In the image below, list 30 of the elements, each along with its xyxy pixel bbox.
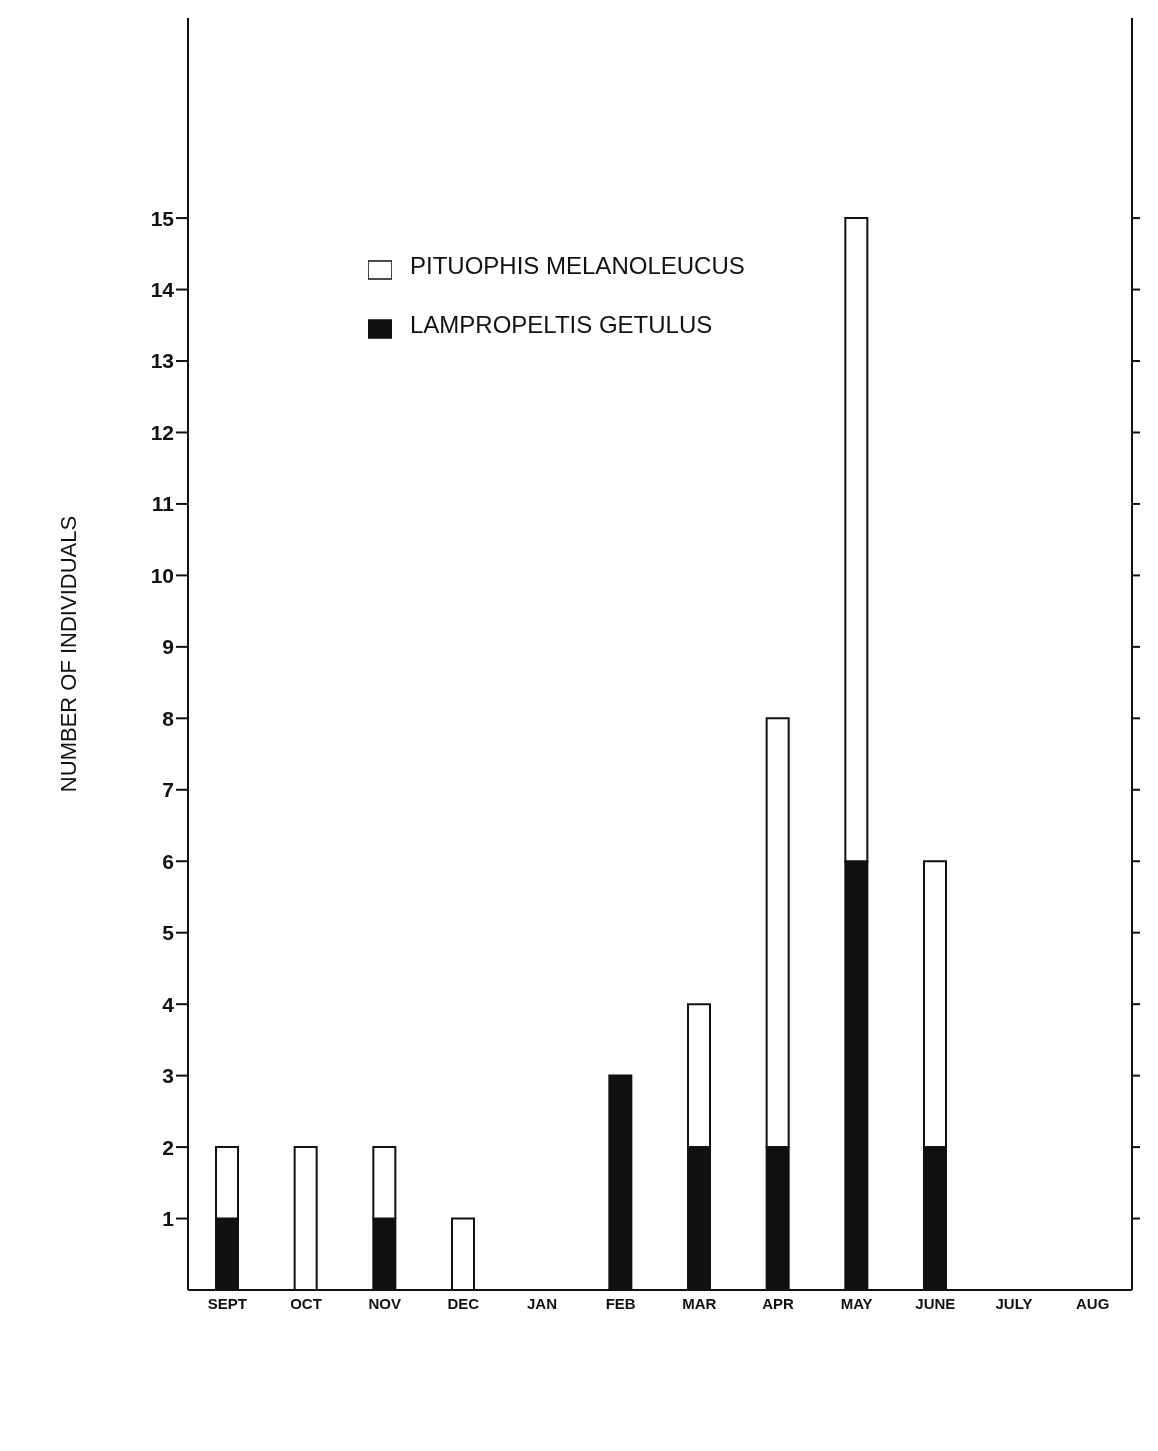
x-tick-label: JAN [526,1294,558,1312]
y-tick-label: 13 [150,349,174,373]
y-tick-label: 15 [150,206,175,230]
y-tick-label: 4 [162,992,175,1016]
y-tick-label: 1 [162,1206,175,1230]
x-tick-label: MAR [682,1294,717,1312]
x-tick-label: FEB [605,1294,636,1312]
y-tick-label: 5 [162,921,175,945]
y-tick-label: 2 [162,1135,174,1159]
x-tick-label: NOV [368,1294,401,1312]
y-tick-label: 11 [151,492,175,516]
y-tick-label: 7 [162,778,174,802]
x-tick-label: MAY [840,1294,873,1312]
x-tick-label: JUNE [915,1294,956,1312]
x-tick-label: JULY [995,1294,1033,1312]
y-tick-label: 8 [162,706,175,730]
y-tick-label: 10 [150,563,174,587]
x-tick-label: OCT [290,1294,322,1312]
x-tick-label: APR [762,1294,794,1312]
legend-label: LAMPROPELTIS GETULUS [410,311,713,338]
y-tick-label: 14 [150,278,175,302]
legend-label: PITUOPHIS MELANOLEUCUS [410,252,745,279]
y-tick-label: 9 [162,635,174,659]
x-tick-label: AUG [1075,1294,1110,1312]
y-tick-label: 3 [162,1064,174,1088]
x-tick-label: DEC [447,1294,480,1312]
y-axis-title: NUMBER OF INDIVIDUALS [55,515,81,793]
x-tick-label: SEPT [207,1294,247,1312]
y-tick-label: 6 [162,849,174,873]
y-tick-label: 12 [150,420,174,444]
